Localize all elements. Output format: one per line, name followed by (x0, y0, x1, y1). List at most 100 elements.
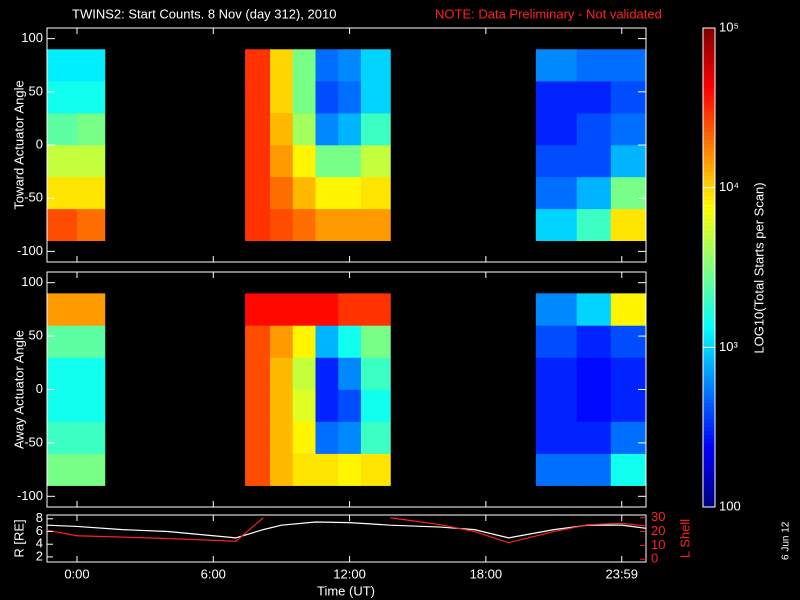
heat-cell (47, 293, 78, 326)
heat-cell (76, 389, 106, 422)
heat-cell (292, 421, 316, 454)
colorbar-step (703, 103, 715, 109)
colorbar-step (703, 363, 715, 368)
colorbar-step (703, 159, 715, 165)
colorbar-step (703, 379, 715, 384)
heat-cell (245, 293, 271, 326)
y-tick-label: 100 (21, 30, 43, 45)
y-tick-label: 100 (21, 274, 43, 289)
colorbar-step (703, 359, 715, 364)
colorbar-step (703, 415, 715, 420)
heat-cell (315, 81, 339, 114)
heat-cell (576, 113, 612, 146)
heat-cell (76, 145, 106, 178)
colorbar-step (703, 215, 715, 220)
colorbar-step (703, 91, 715, 97)
heat-cell (270, 389, 294, 422)
heat-cell (270, 208, 294, 242)
colorbar-step (703, 279, 715, 284)
y-tick-label: 50 (29, 83, 43, 98)
colorbar-step (703, 347, 715, 352)
colorbar-step (703, 419, 715, 424)
colorbar-step (703, 319, 715, 324)
heat-cell (292, 145, 316, 178)
heat-cell (360, 453, 391, 486)
colorbar-step (703, 295, 715, 300)
heat-cell (576, 421, 612, 454)
heat-cell (76, 81, 106, 114)
colorbar-step (703, 175, 715, 180)
heat-cell (47, 49, 78, 82)
heat-cell (338, 357, 362, 390)
colorbar-step (703, 139, 715, 145)
heat-cell (360, 113, 391, 146)
heat-cell (245, 176, 271, 210)
heat-cell (292, 453, 316, 486)
heat-cell (245, 208, 271, 242)
heat-cell (338, 145, 362, 178)
colorbar-step (703, 219, 715, 224)
heat-cell (76, 453, 106, 486)
heat-cell (535, 113, 578, 146)
heat-cell (338, 389, 362, 422)
colorbar-step (703, 247, 715, 252)
y-tick-label: 0 (36, 136, 43, 151)
heat-cell (360, 389, 391, 422)
heat-cell (292, 113, 316, 146)
y-tick-label: 50 (29, 328, 43, 343)
heat-cell (610, 357, 647, 390)
x-tick-label: 0:00 (64, 566, 89, 581)
colorbar-step (703, 135, 715, 141)
colorbar-step (703, 79, 715, 85)
colorbar-step (703, 491, 715, 496)
heat-cell (47, 357, 78, 390)
colorbar-step (703, 463, 715, 468)
heat-cell (315, 113, 339, 146)
colorbar-step (703, 99, 715, 105)
heat-cell (315, 357, 339, 390)
colorbar-step (703, 231, 715, 236)
colorbar-tick-label: 10³ (719, 339, 738, 354)
heat-cell (610, 293, 647, 326)
y2-tick-label: 20 (651, 523, 665, 538)
colorbar-step (703, 479, 715, 484)
colorbar-step (703, 323, 715, 328)
colorbar-step (703, 499, 715, 504)
colorbar-step (703, 211, 715, 216)
heat-cell (338, 421, 362, 454)
heat-cell (535, 208, 578, 242)
colorbar-step (703, 167, 715, 172)
y2-tick-label: 30 (651, 509, 665, 524)
heat-cell (360, 357, 391, 390)
heat-cell (535, 145, 578, 178)
colorbar-step (703, 315, 715, 320)
colorbar-step (703, 35, 715, 41)
colorbar-step (703, 423, 715, 428)
colorbar-step (703, 375, 715, 380)
heat-cell (292, 325, 316, 358)
colorbar-step (703, 339, 715, 344)
colorbar-step (703, 443, 715, 448)
colorbar-step (703, 503, 715, 508)
heat-cell (535, 49, 578, 82)
colorbar-step (703, 143, 715, 149)
heat-cell (610, 453, 647, 486)
heat-cell (270, 176, 294, 210)
x-tick-label: 23:59 (605, 566, 638, 581)
heat-cell (270, 145, 294, 178)
y-tick-label: -100 (17, 243, 43, 258)
x-tick-label: 12:00 (333, 566, 366, 581)
y-tick-label: 4 (36, 536, 43, 551)
heat-cell (270, 81, 294, 114)
colorbar-step (703, 383, 715, 388)
heat-cell (76, 421, 106, 454)
date-stamp: 6 Jun 12 (781, 521, 792, 560)
heat-cell (245, 421, 271, 454)
colorbar-step (703, 327, 715, 332)
colorbar-step (703, 115, 715, 121)
colorbar-step (703, 355, 715, 360)
y2-tick-label: 0 (651, 551, 658, 566)
heat-cell (576, 325, 612, 358)
heat-cell (535, 421, 578, 454)
heat-cell (338, 453, 362, 486)
